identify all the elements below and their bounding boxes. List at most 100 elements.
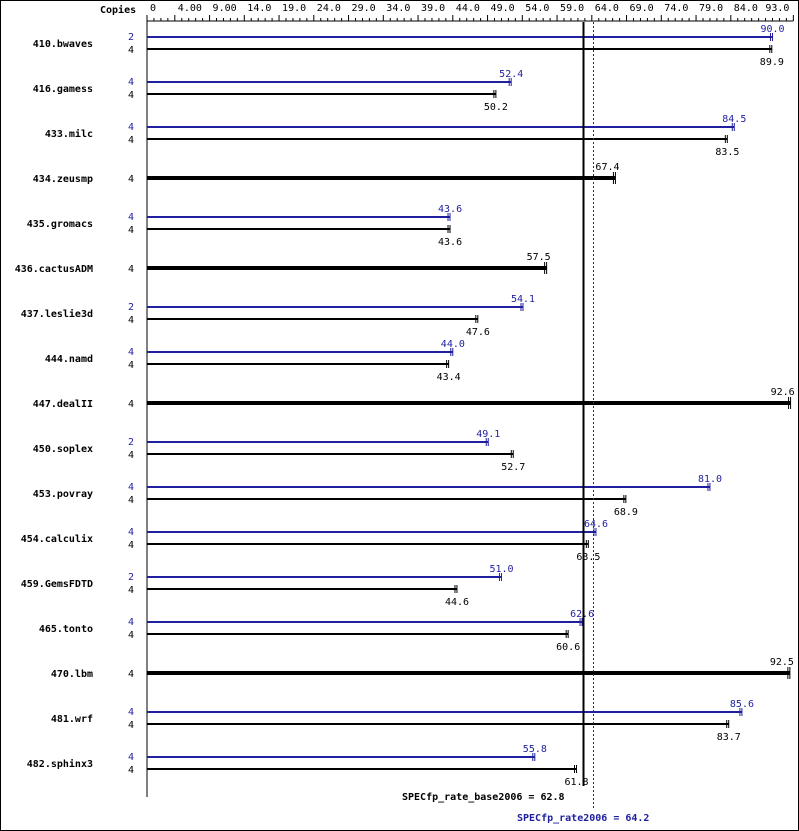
axis-tick-label: 64.0 bbox=[595, 3, 619, 14]
peak-bar bbox=[147, 36, 773, 38]
base-bar bbox=[147, 401, 791, 405]
benchmark-name: 454.calculix bbox=[21, 533, 93, 545]
peak-bar bbox=[147, 486, 710, 488]
peak-copies: 4 bbox=[128, 212, 134, 223]
base-copies: 4 bbox=[128, 720, 134, 731]
base-value-label: 63.5 bbox=[576, 552, 600, 563]
peak-value-label: 85.6 bbox=[730, 699, 754, 710]
peak-bar bbox=[147, 306, 523, 308]
benchmark-name: 481.wrf bbox=[51, 714, 93, 725]
base-copies: 4 bbox=[128, 90, 134, 101]
benchmark-name: 433.milc bbox=[45, 128, 93, 140]
benchmark-row: 453.povray 4 4 81.0 68.9 bbox=[33, 474, 722, 518]
benchmark-name: 434.zeusmp bbox=[33, 174, 93, 185]
base-copies: 4 bbox=[128, 450, 134, 461]
axis-tick-label: 0 bbox=[150, 3, 156, 14]
base-value-label: 44.6 bbox=[445, 597, 469, 608]
bars: 410.bwaves 2 4 90.0 89.9 416.gamess 4 4 52.4 50.2… bbox=[15, 24, 795, 788]
axis-tick-label: 74.0 bbox=[664, 3, 688, 14]
reference-lines: SPECfp_rate_base2006 = 62.8 SPECfp_rate20… bbox=[402, 22, 649, 824]
peak-copies: 4 bbox=[128, 77, 134, 88]
base-copies: 4 bbox=[128, 630, 134, 641]
peak-value-label: 81.0 bbox=[698, 474, 722, 485]
benchmark-name: 410.bwaves bbox=[33, 39, 93, 50]
base-bar bbox=[147, 138, 728, 140]
peak-value-label: 54.1 bbox=[511, 294, 535, 305]
benchmark-row: 447.dealII 4 92.6 bbox=[33, 387, 795, 410]
peak-copies: 2 bbox=[128, 32, 134, 43]
axis-tick-label: 4.00 bbox=[178, 3, 202, 14]
axis-tick-label: 93.0 bbox=[765, 3, 789, 14]
peak-value-label: 51.0 bbox=[489, 564, 513, 575]
base-bar bbox=[147, 723, 729, 725]
base-bar bbox=[147, 588, 457, 590]
axis-tick-label: 49.0 bbox=[491, 3, 515, 14]
base-value-label: 83.7 bbox=[717, 732, 741, 743]
base-bar bbox=[147, 543, 589, 545]
base-value-label: 50.2 bbox=[484, 102, 508, 113]
benchmark-row: 436.cactusADM 4 57.5 bbox=[15, 252, 551, 275]
axis-tick-label: 19.0 bbox=[282, 3, 306, 14]
base-bar bbox=[147, 768, 577, 770]
base-bar bbox=[147, 498, 626, 500]
benchmark-name: 436.cactusADM bbox=[15, 264, 93, 275]
base-copies: 4 bbox=[128, 174, 134, 185]
axis-tick-label: 69.0 bbox=[630, 3, 654, 14]
axis-tick-label: 14.0 bbox=[247, 3, 271, 14]
axis-tick-label: 24.0 bbox=[317, 3, 341, 14]
base-bar bbox=[147, 48, 772, 50]
axis-tick-label: 54.0 bbox=[525, 3, 549, 14]
peak-value-label: 64.6 bbox=[584, 519, 608, 530]
peak-copies: 4 bbox=[128, 752, 134, 763]
benchmark-row: 470.lbm 4 92.5 bbox=[51, 657, 794, 680]
benchmark-name: 453.povray bbox=[33, 489, 93, 500]
benchmark-name: 435.gromacs bbox=[27, 219, 93, 230]
peak-value-label: 52.4 bbox=[499, 69, 523, 80]
axis-tick-label: 39.0 bbox=[421, 3, 445, 14]
peak-copies: 4 bbox=[128, 617, 134, 628]
base-reference-label: SPECfp_rate_base2006 = 62.8 bbox=[402, 792, 565, 803]
peak-bar bbox=[147, 216, 451, 218]
base-value-label: 57.5 bbox=[527, 252, 551, 263]
peak-copies: 4 bbox=[128, 122, 134, 133]
peak-value-label: 44.0 bbox=[441, 339, 465, 350]
base-copies: 4 bbox=[128, 315, 134, 326]
peak-copies: 2 bbox=[128, 437, 134, 448]
base-bar bbox=[147, 363, 449, 365]
peak-bar bbox=[147, 756, 535, 758]
base-value-label: 92.5 bbox=[770, 657, 794, 668]
benchmark-name: 470.lbm bbox=[51, 669, 93, 680]
base-value-label: 67.4 bbox=[595, 162, 619, 173]
base-bar bbox=[147, 176, 616, 180]
base-copies: 4 bbox=[128, 669, 134, 680]
benchmark-row: 433.milc 4 4 84.5 83.5 bbox=[45, 114, 747, 158]
benchmark-name: 482.sphinx3 bbox=[27, 758, 93, 770]
base-value-label: 60.6 bbox=[556, 642, 580, 653]
base-copies: 4 bbox=[128, 765, 134, 776]
benchmark-row: 437.leslie3d 2 4 54.1 47.6 bbox=[21, 294, 535, 338]
peak-value-label: 84.5 bbox=[722, 114, 746, 125]
base-bar bbox=[147, 93, 496, 95]
peak-bar bbox=[147, 126, 735, 128]
benchmark-row: 459.GemsFDTD 2 4 51.0 44.6 bbox=[21, 564, 514, 608]
base-value-label: 89.9 bbox=[760, 57, 784, 68]
peak-copies: 4 bbox=[128, 347, 134, 358]
benchmark-row: 481.wrf 4 4 85.6 83.7 bbox=[51, 699, 754, 743]
benchmark-name: 444.namd bbox=[45, 354, 93, 365]
axis-tick-label: 84.0 bbox=[734, 3, 758, 14]
base-bar bbox=[147, 228, 451, 230]
benchmark-name: 437.leslie3d bbox=[21, 308, 93, 320]
benchmark-row: 465.tonto 4 4 62.6 60.6 bbox=[39, 609, 594, 653]
benchmark-row: 454.calculix 4 4 64.6 63.5 bbox=[21, 519, 608, 563]
peak-bar bbox=[147, 621, 583, 623]
base-copies: 4 bbox=[128, 45, 134, 56]
base-copies: 4 bbox=[128, 585, 134, 596]
peak-bar bbox=[147, 441, 489, 443]
axis-tick-label: 29.0 bbox=[352, 3, 376, 14]
benchmark-row: 410.bwaves 2 4 90.0 89.9 bbox=[33, 24, 785, 68]
axis-tick-label: 59.0 bbox=[560, 3, 584, 14]
peak-bar bbox=[147, 531, 596, 533]
base-value-label: 43.4 bbox=[437, 372, 461, 383]
base-bar bbox=[147, 453, 514, 455]
